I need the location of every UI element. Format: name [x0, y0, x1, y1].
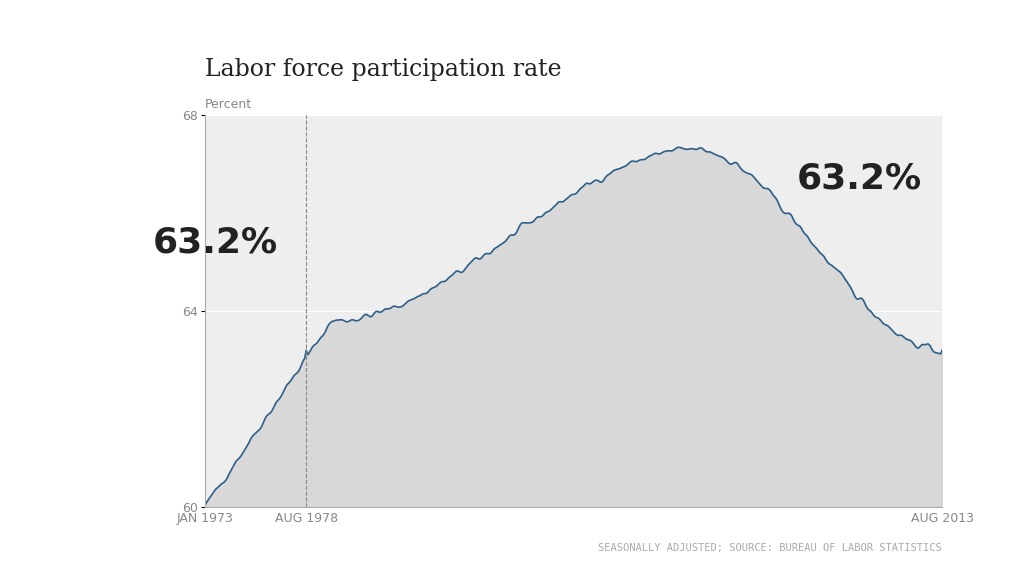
Text: Labor force participation rate: Labor force participation rate	[205, 58, 561, 81]
Text: 63.2%: 63.2%	[797, 162, 922, 196]
Text: 63.2%: 63.2%	[153, 225, 278, 259]
Text: Percent: Percent	[205, 98, 252, 111]
Text: SEASONALLY ADJUSTED; SOURCE: BUREAU OF LABOR STATISTICS: SEASONALLY ADJUSTED; SOURCE: BUREAU OF L…	[598, 543, 942, 553]
